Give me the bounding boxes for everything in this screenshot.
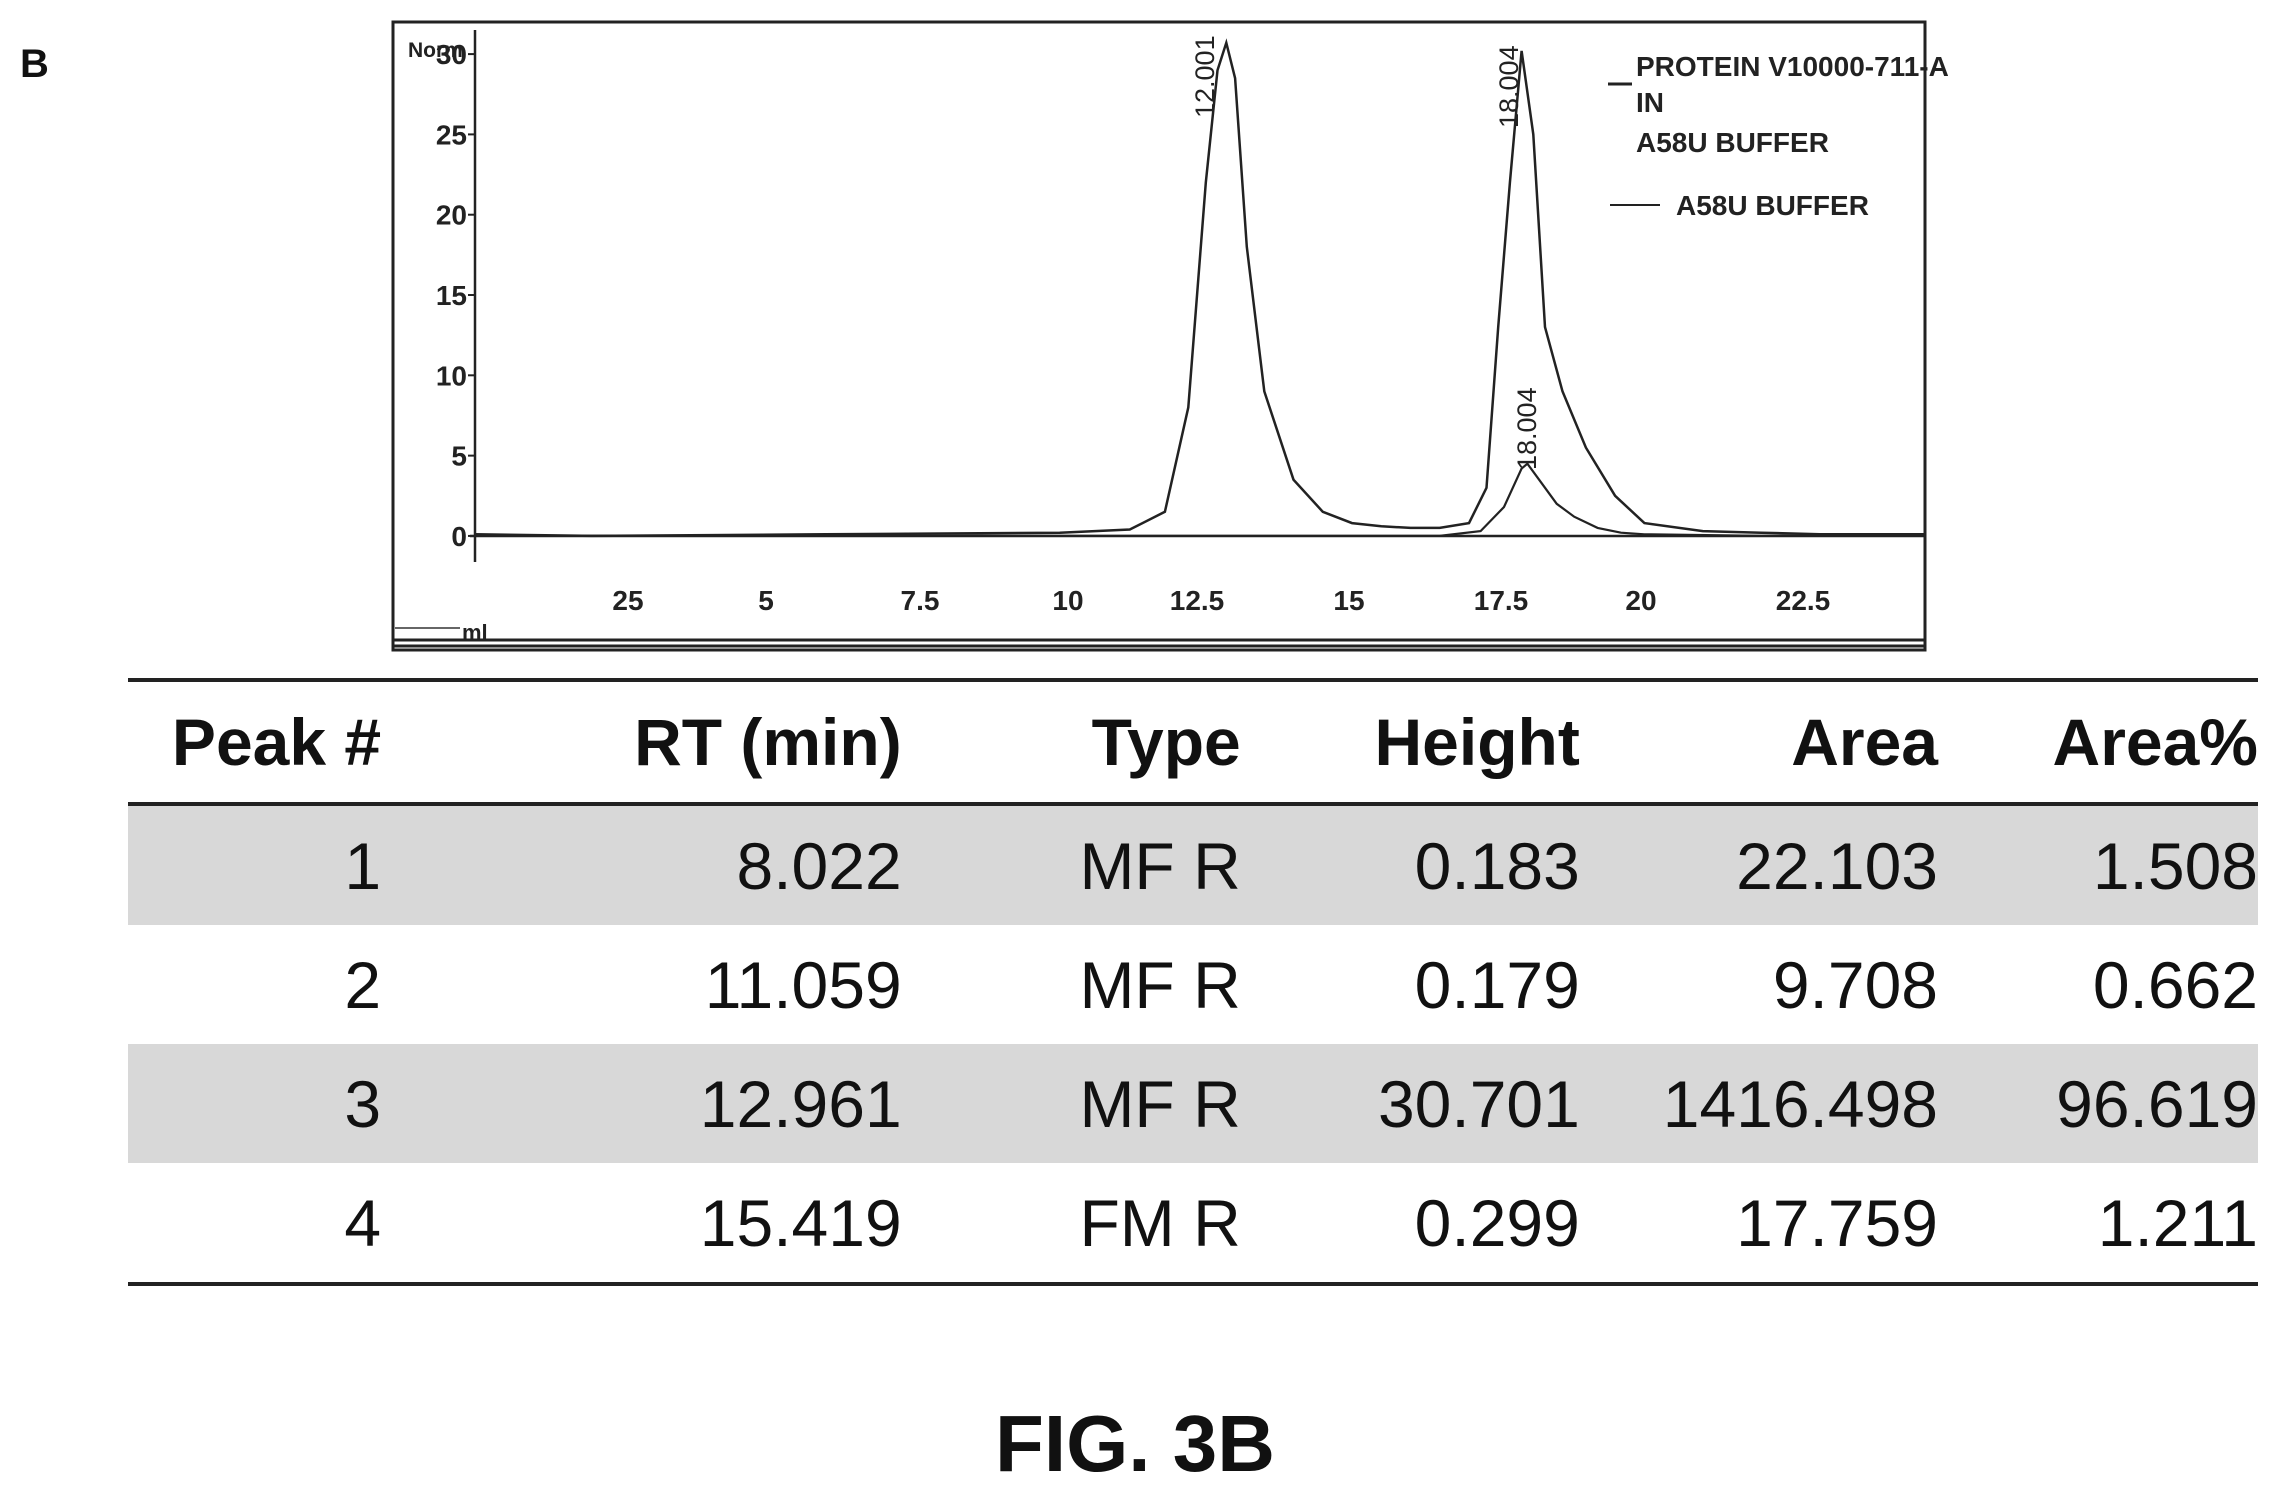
- header-peak-number: Peak #: [171, 705, 382, 779]
- legend-label-1: A58U BUFFER: [1636, 127, 1829, 158]
- cell-type: MF R: [1079, 947, 1241, 1022]
- table-row: 1 8.022 MF R 0.183 22.103 1.508: [128, 806, 2258, 925]
- cell-type: FM R: [1079, 1185, 1241, 1260]
- cell-type: MF R: [1079, 1066, 1241, 1141]
- x-tick-label: 10: [1052, 585, 1083, 616]
- cell-rt: 15.419: [699, 1185, 902, 1260]
- chart-frame: [391, 20, 1927, 652]
- x-tick-label: 5: [758, 585, 774, 616]
- legend-label-1: IN: [1636, 87, 1664, 118]
- x-tick-label: 15: [1333, 585, 1364, 616]
- table-row: 2 11.059 MF R 0.179 9.708 0.662: [128, 925, 2258, 1044]
- cell-height: 0.179: [1414, 947, 1580, 1022]
- header-area: Area: [1791, 705, 1939, 779]
- cell-area: 9.708: [1772, 947, 1939, 1022]
- cell-area: 22.103: [1736, 828, 1939, 903]
- y-tick-label: 30: [436, 39, 467, 70]
- y-tick-label: 25: [436, 119, 467, 150]
- figure-caption: FIG. 3B: [994, 1399, 1276, 1488]
- y-tick-label: 0: [451, 521, 467, 552]
- table-header-row: Peak # RT (min) Type Height Area Area%: [128, 678, 2258, 806]
- cell-rt: 11.059: [704, 947, 902, 1022]
- y-tick-label: 15: [436, 280, 467, 311]
- cell-height: 30.701: [1377, 1066, 1580, 1141]
- cell-peak-number: 1: [344, 828, 382, 903]
- x-tick-label: 22.5: [1776, 585, 1831, 616]
- x-tick-label: 12.5: [1170, 585, 1225, 616]
- chromatogram-chart: Norm 0 5 10 15 20 25 30 25 5 7.5 10 12.5 15 17.5 20 22.5…: [391, 20, 1949, 652]
- cell-height: 0.299: [1414, 1185, 1580, 1260]
- x-tick-label: 25: [612, 585, 643, 616]
- cell-rt: 8.022: [736, 828, 902, 903]
- cell-peak-number: 3: [344, 1066, 382, 1141]
- y-tick-label: 5: [451, 441, 467, 472]
- peak-label: 12.001: [1190, 35, 1220, 118]
- cell-rt: 12.961: [699, 1066, 902, 1141]
- panel-label: B: [20, 42, 49, 86]
- series-line-2: [475, 462, 1925, 537]
- header-rt: RT (min): [634, 705, 902, 779]
- table-row: 3 12.961 MF R 30.701 1416.498 96.619: [128, 1044, 2258, 1163]
- table-row: 4 15.419 FM R 0.299 17.759 1.211: [128, 1163, 2258, 1286]
- legend-label-1: PROTEIN V10000-711-A: [1636, 51, 1949, 82]
- cell-area-percent: 1.508: [2092, 828, 2258, 903]
- series-line-1: [474, 38, 1925, 538]
- cell-area-percent: 1.211: [2097, 1185, 2258, 1260]
- x-tick-label: 17.5: [1474, 585, 1529, 616]
- x-axis-unit: ml: [462, 620, 488, 645]
- cell-height: 0.183: [1414, 828, 1580, 903]
- cell-area: 1416.498: [1662, 1066, 1939, 1141]
- cell-area: 17.759: [1736, 1185, 1939, 1260]
- peak-table: Peak # RT (min) Type Height Area Area% 1…: [128, 678, 2258, 1286]
- x-tick-label: 7.5: [901, 585, 940, 616]
- cell-area-percent: 0.662: [2092, 947, 2258, 1022]
- cell-type: MF R: [1079, 828, 1241, 903]
- legend-label-2: A58U BUFFER: [1676, 190, 1869, 221]
- header-height: Height: [1374, 705, 1580, 779]
- peak-label: 18.004: [1494, 45, 1524, 128]
- header-type: Type: [1091, 705, 1241, 779]
- y-tick-label: 10: [436, 360, 467, 391]
- x-tick-label: 20: [1625, 585, 1656, 616]
- header-area-percent: Area%: [2052, 705, 2258, 779]
- peak-label: 18.004: [1512, 387, 1542, 470]
- cell-peak-number: 2: [344, 947, 382, 1022]
- y-axis-title: Norm: [408, 39, 463, 62]
- cell-area-percent: 96.619: [2056, 1066, 2258, 1141]
- y-tick-label: 20: [436, 200, 467, 231]
- cell-peak-number: 4: [344, 1185, 382, 1260]
